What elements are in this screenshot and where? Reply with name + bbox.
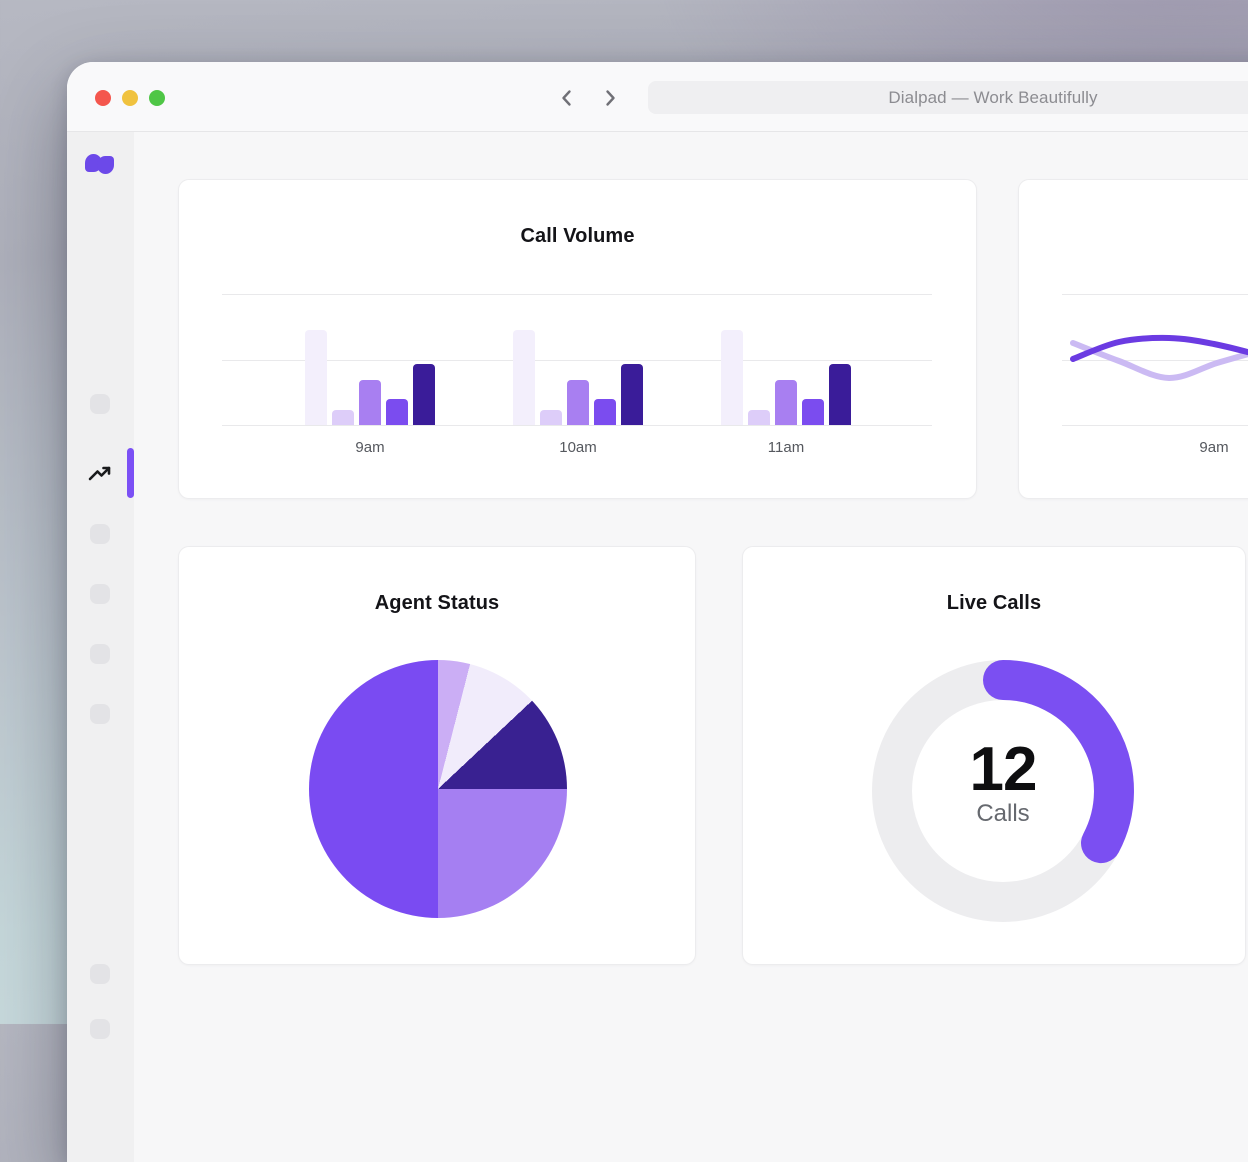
sidebar-item-analytics[interactable] <box>67 460 134 486</box>
address-bar-text: Dialpad — Work Beautifully <box>888 87 1098 107</box>
call-volume-title: Call Volume <box>520 225 635 247</box>
sidebar-item-placeholder[interactable] <box>90 964 110 984</box>
traffic-light-close-button[interactable] <box>95 90 111 106</box>
gridline <box>222 425 932 426</box>
gridline <box>222 360 932 361</box>
bar-group <box>721 180 851 425</box>
live-calls-unit: Calls <box>976 800 1030 827</box>
bar <box>386 399 408 425</box>
x-axis-tick-label: 10am <box>559 439 597 456</box>
sidebar-item-placeholder[interactable] <box>90 394 110 414</box>
bar-group <box>305 180 435 425</box>
bar <box>721 330 743 425</box>
x-axis-tick-label: 9am <box>1199 439 1229 456</box>
gridline <box>1062 425 1248 426</box>
bar <box>802 399 824 425</box>
bar <box>594 399 616 425</box>
donut-center-label: 12 Calls <box>873 735 1133 827</box>
x-axis-tick-label: 11am <box>767 439 805 456</box>
card-agent-status: Agent Status <box>178 546 696 965</box>
x-axis-tick-label: 9am <box>355 439 385 456</box>
card-call-volume: Call Volume 9am 10am 11am <box>178 179 977 499</box>
bar-group <box>513 180 643 425</box>
line-series <box>1070 340 1248 382</box>
sidebar-item-placeholder[interactable] <box>90 584 110 604</box>
bar <box>829 364 851 425</box>
live-calls-value: 12 <box>969 735 1038 804</box>
back-button[interactable] <box>557 88 577 108</box>
sidebar <box>67 132 135 1162</box>
bar <box>413 364 435 425</box>
sidebar-item-placeholder[interactable] <box>90 644 110 664</box>
pie-chart <box>309 660 567 918</box>
bar <box>540 410 562 425</box>
agent-status-title: Agent Status <box>374 592 500 614</box>
live-calls-title: Live Calls <box>946 592 1042 614</box>
chevron-left-icon <box>557 88 577 108</box>
browser-toolbar: Dialpad — Work Beautifully <box>67 62 1248 132</box>
line-series <box>1070 334 1248 362</box>
bar <box>332 410 354 425</box>
dashboard-content: Call Volume 9am 10am 11am 9am Agent Status… <box>134 132 1248 1162</box>
address-bar[interactable]: Dialpad — Work Beautifully <box>648 81 1248 114</box>
bar <box>775 380 797 425</box>
browser-window: Dialpad — Work Beautifully Call V <box>67 62 1248 1162</box>
gridline <box>222 294 932 295</box>
card-hourly-trend: 9am <box>1018 179 1248 499</box>
bar <box>621 364 643 425</box>
line-chart <box>1070 334 1248 382</box>
bar <box>567 380 589 425</box>
bar <box>359 380 381 425</box>
sidebar-item-placeholder[interactable] <box>90 1019 110 1039</box>
bar <box>748 410 770 425</box>
donut-progress-arc <box>983 660 1134 864</box>
chevron-right-icon <box>600 88 620 108</box>
gridline <box>1062 294 1248 295</box>
bar <box>513 330 535 425</box>
donut-chart <box>872 660 1134 922</box>
sidebar-active-indicator <box>127 448 134 498</box>
sidebar-item-placeholder[interactable] <box>90 704 110 724</box>
gridline <box>1062 360 1248 361</box>
bar <box>305 330 327 425</box>
card-live-calls: Live Calls 12 Calls <box>742 546 1246 965</box>
forward-button[interactable] <box>600 88 620 108</box>
dialpad-logo-icon[interactable] <box>85 154 117 174</box>
traffic-light-maximize-button[interactable] <box>149 90 165 106</box>
logo-blob <box>97 156 114 174</box>
traffic-light-minimize-button[interactable] <box>122 90 138 106</box>
sidebar-item-placeholder[interactable] <box>90 524 110 544</box>
